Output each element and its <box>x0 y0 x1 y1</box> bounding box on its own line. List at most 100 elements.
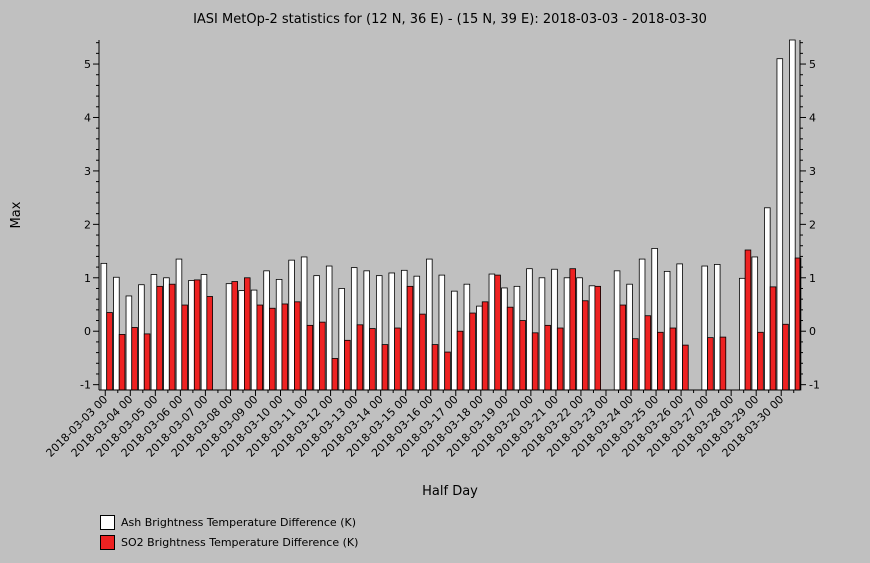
bar-so2 <box>181 304 188 391</box>
bar-ash <box>751 256 759 391</box>
bar-ash <box>300 256 308 391</box>
bar-ash <box>150 274 158 391</box>
bar-so2 <box>206 296 213 391</box>
bar-so2 <box>707 337 714 391</box>
bar-ash <box>313 275 320 391</box>
bar-so2 <box>444 351 451 391</box>
bar-ash <box>476 305 483 391</box>
bar-ash <box>413 275 421 391</box>
bar-so2 <box>469 312 476 391</box>
bar-so2 <box>394 327 401 391</box>
bar-ash <box>663 270 671 391</box>
y-tick-label-left: -1 <box>80 379 91 392</box>
bar-so2 <box>118 334 126 391</box>
bar-so2 <box>168 283 176 391</box>
bar-ash <box>701 265 708 391</box>
bar-so2 <box>294 301 301 391</box>
bar-ash <box>438 274 446 391</box>
bar-so2 <box>719 336 727 391</box>
y-tick-label-left: 1 <box>84 272 91 285</box>
bar-so2 <box>431 344 439 391</box>
bar-so2 <box>682 344 689 391</box>
bar-so2 <box>757 331 764 391</box>
bar-ash <box>100 262 108 391</box>
bar-ash <box>563 277 571 391</box>
bar-ash <box>551 268 558 391</box>
y-axis-label: Max <box>9 201 24 228</box>
y-tick-label-left: 3 <box>84 165 91 178</box>
bar-so2 <box>243 277 251 391</box>
bar-ash <box>350 267 358 391</box>
bar-so2 <box>381 344 389 391</box>
bar-ash <box>626 283 633 391</box>
bar-so2 <box>131 327 138 391</box>
bar-so2 <box>531 332 539 391</box>
bar-ash <box>375 275 383 391</box>
y-tick-label-right: 2 <box>809 218 816 231</box>
bar-ash <box>188 280 195 391</box>
bar-so2 <box>269 307 276 391</box>
y-tick-label-right: -1 <box>809 379 820 392</box>
legend-swatch-ash <box>100 514 115 530</box>
bar-ash <box>263 270 270 391</box>
bar-so2 <box>769 286 777 391</box>
bar-so2 <box>369 328 376 391</box>
legend-label-so2: SO2 Brightness Temperature Difference (K… <box>121 535 359 549</box>
bar-ash <box>138 284 145 391</box>
bar-ash <box>588 285 596 391</box>
y-tick-label-right: 0 <box>809 325 816 338</box>
bar-so2 <box>231 281 238 391</box>
bar-ash <box>526 268 533 391</box>
bar-so2 <box>506 306 514 391</box>
bar-so2 <box>193 279 201 391</box>
legend-item-ash: Ash Brightness Temperature Difference (K… <box>100 512 358 532</box>
bar-so2 <box>619 304 627 391</box>
y-tick-label-right: 1 <box>809 272 816 285</box>
y-tick-label-left: 2 <box>84 218 91 231</box>
bar-ash <box>789 39 796 391</box>
bar-ash <box>538 277 546 391</box>
bar-so2 <box>456 330 464 391</box>
bar-so2 <box>594 285 602 391</box>
bar-ash <box>613 270 621 391</box>
bar-ash <box>125 295 133 391</box>
bar-so2 <box>744 249 752 391</box>
y-tick-label-right: 4 <box>809 111 816 124</box>
legend-swatch-so2 <box>100 534 115 550</box>
bar-so2 <box>156 285 163 391</box>
bar-so2 <box>419 313 426 391</box>
bar-ash <box>200 274 208 391</box>
bar-so2 <box>306 324 314 391</box>
bar-ash <box>275 278 283 391</box>
bar-ash <box>488 273 496 391</box>
bar-so2 <box>644 315 652 391</box>
bar-ash <box>638 258 646 391</box>
bar-ash <box>325 265 333 391</box>
bar-so2 <box>632 338 639 391</box>
legend-item-so2: SO2 Brightness Temperature Difference (K… <box>100 532 358 552</box>
y-tick-label-left: 5 <box>84 58 91 71</box>
bar-ash <box>576 277 583 391</box>
bar-so2 <box>581 300 589 391</box>
y-tick-label-left: 4 <box>84 111 91 124</box>
bar-so2 <box>494 274 501 391</box>
bar-ash <box>250 289 258 391</box>
bar-so2 <box>331 358 339 391</box>
y-tick-label-right: 5 <box>809 58 816 71</box>
bar-ash <box>739 277 746 391</box>
bar-ash <box>451 290 458 391</box>
bar-ash <box>388 272 396 391</box>
bar-ash <box>776 58 784 391</box>
bar-so2 <box>106 312 113 391</box>
bar-so2 <box>519 320 526 391</box>
bar-ash <box>238 290 245 391</box>
bar-ash <box>338 288 345 391</box>
bar-ash <box>163 277 170 391</box>
bar-ash <box>426 258 433 391</box>
x-axis-label: Half Day <box>422 484 478 499</box>
legend: Ash Brightness Temperature Difference (K… <box>100 512 358 552</box>
y-tick-label-right: 3 <box>809 165 816 178</box>
bar-so2 <box>481 301 489 391</box>
